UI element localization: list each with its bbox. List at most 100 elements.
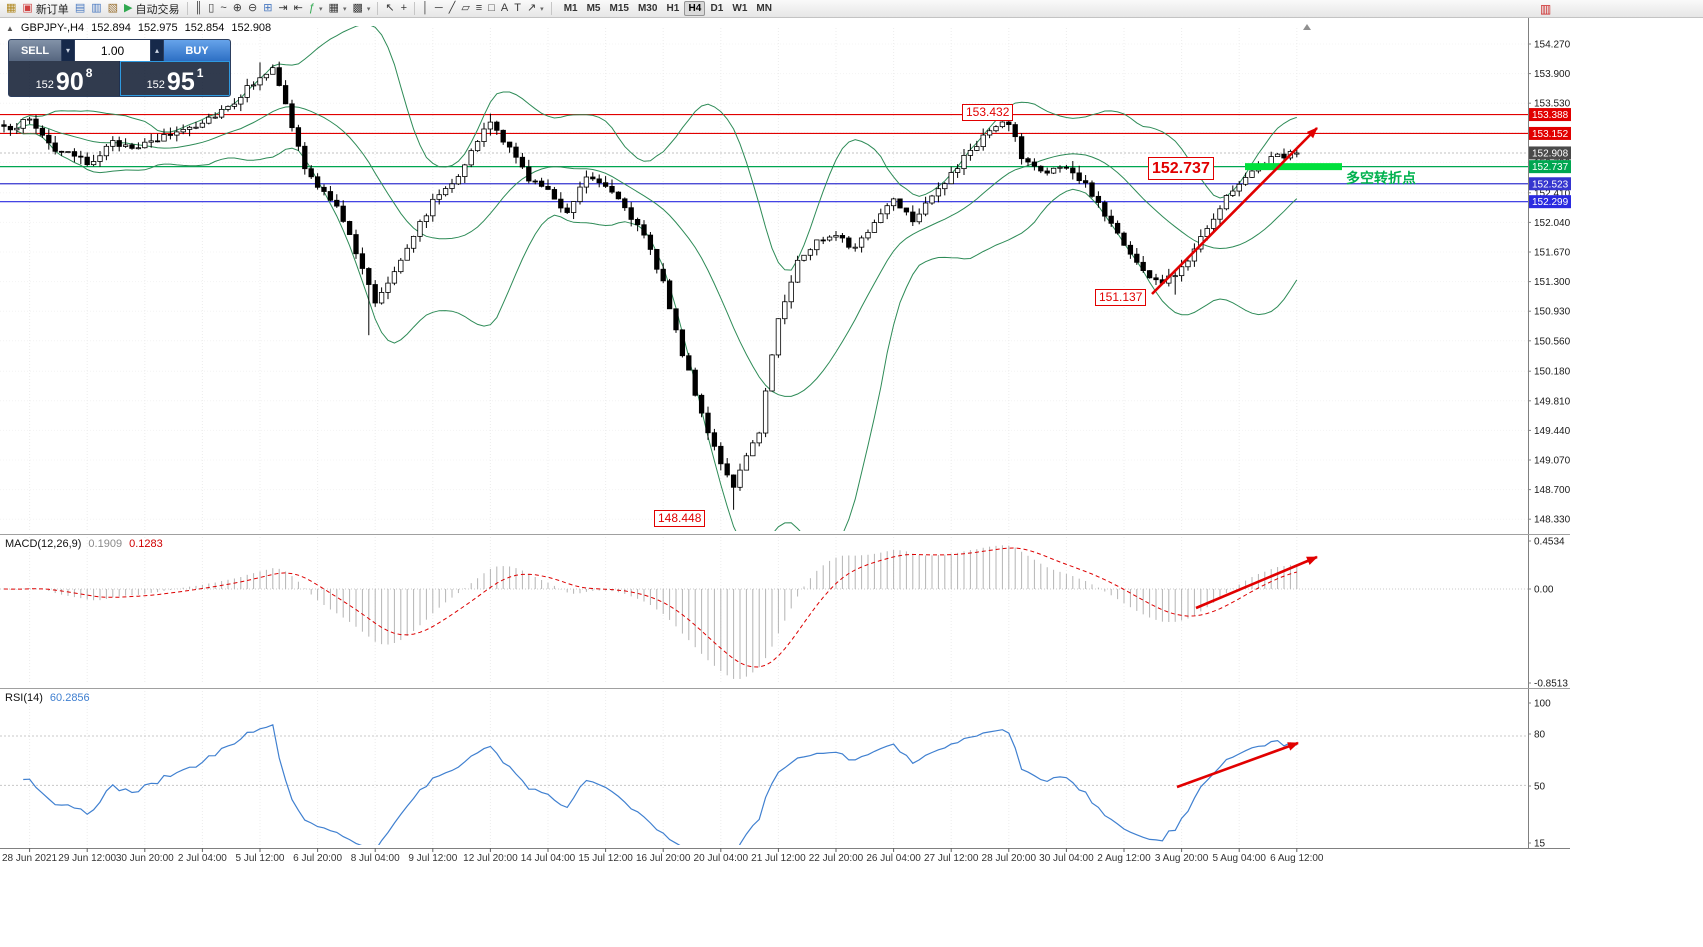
docked-chart-icon[interactable]: ▥: [1540, 1, 1552, 16]
chart-shift-icon: ⇤: [293, 2, 303, 14]
timeframe-mn-button[interactable]: MN: [756, 3, 772, 14]
new-order-button[interactable]: ▣ 新订单: [19, 1, 71, 16]
label-button[interactable]: T: [511, 1, 524, 16]
channel-button[interactable]: ▱: [458, 1, 472, 16]
buy-price-prefix: 152: [146, 79, 165, 91]
data-window-icon: ▥: [91, 2, 102, 14]
timeframe-m30-button[interactable]: M30: [637, 3, 658, 14]
bars-chart-type-button[interactable]: ║: [192, 1, 206, 16]
macd-main-value: 0.1909: [88, 538, 123, 550]
tile-windows-button[interactable]: ⊞: [260, 1, 275, 16]
price-callout-153432[interactable]: 153.432: [962, 104, 1014, 121]
svg-text:149.440: 149.440: [1534, 426, 1571, 437]
volume-decrease-button[interactable]: ▾: [61, 40, 75, 61]
sell-price-big: 90: [55, 67, 84, 96]
svg-text:8 Jul 04:00: 8 Jul 04:00: [351, 853, 400, 864]
cursor-button[interactable]: ↖: [382, 1, 397, 16]
trend-arrow-macd[interactable]: [1195, 555, 1318, 610]
svg-text:149.810: 149.810: [1534, 396, 1571, 407]
shapes-button[interactable]: □: [485, 1, 498, 16]
svg-text:12 Jul 20:00: 12 Jul 20:00: [463, 853, 518, 864]
line-chart-type-button[interactable]: ~: [217, 1, 229, 16]
chart-profiles-button[interactable]: ▤: [72, 1, 88, 16]
svg-text:9 Jul 12:00: 9 Jul 12:00: [408, 853, 457, 864]
timeframe-toolbar: M1 M5 M15 M30 H1 H4 D1 W1 MN: [560, 1, 776, 16]
charts-icon-button[interactable]: ▦: [3, 1, 19, 16]
svg-text:2 Aug 12:00: 2 Aug 12:00: [1097, 853, 1151, 864]
svg-text:21 Jul 12:00: 21 Jul 12:00: [751, 853, 806, 864]
zoom-in-button[interactable]: ⊕: [230, 1, 245, 16]
templates-button[interactable]: ▩ ▾: [349, 1, 373, 16]
svg-text:50: 50: [1534, 782, 1546, 793]
price-callout-152737[interactable]: 152.737: [1148, 157, 1214, 180]
arrows-button[interactable]: ↗ ▾: [524, 1, 547, 16]
timeframe-m5-button[interactable]: M5: [586, 3, 601, 14]
macd-header: MACD(12,26,9) 0.1909 0.1283: [5, 538, 163, 550]
price-axis[interactable]: 154.270153.900153.530153.160152.790152.4…: [1528, 18, 1571, 850]
crosshair-icon: +: [400, 2, 408, 14]
buy-price-big: 95: [166, 67, 195, 96]
rsi-value: 60.2856: [49, 692, 90, 704]
horizontal-line-button[interactable]: ─: [432, 1, 446, 16]
zoom-out-icon: ⊖: [248, 2, 258, 14]
navigator-icon: ▧: [107, 2, 119, 14]
macd-label: MACD(12,26,9): [5, 538, 82, 550]
candles-chart-type-icon: ▯: [208, 2, 215, 14]
svg-text:150.560: 150.560: [1534, 336, 1571, 347]
zoom-out-button[interactable]: ⊖: [245, 1, 260, 16]
svg-text:148.700: 148.700: [1534, 485, 1571, 496]
one-click-toggle-icon[interactable]: ▲: [6, 23, 14, 33]
toolbar-separator: [377, 2, 379, 15]
autotrade-button[interactable]: ▶ 自动交易: [121, 1, 182, 16]
timeframe-d1-button[interactable]: D1: [710, 3, 724, 14]
timeframe-m15-button[interactable]: M15: [609, 3, 629, 14]
turning-point-label[interactable]: 多空转折点: [1346, 170, 1416, 186]
svg-text:153.900: 153.900: [1534, 69, 1571, 80]
trend-arrow-rsi[interactable]: [1176, 741, 1299, 789]
text-button[interactable]: A: [498, 1, 511, 16]
buy-price[interactable]: 152 95 1: [120, 61, 230, 96]
svg-text:152.410: 152.410: [1534, 188, 1571, 199]
chart-shift-button[interactable]: ⇤: [291, 1, 306, 16]
timeframe-w1-button[interactable]: W1: [732, 3, 748, 14]
svg-text:30 Jul 04:00: 30 Jul 04:00: [1039, 853, 1094, 864]
volume-input[interactable]: [75, 40, 150, 61]
periods-button[interactable]: ▦ ▾: [326, 1, 350, 16]
price-callout-151137[interactable]: 151.137: [1095, 289, 1147, 306]
chart-shift-marker[interactable]: [1303, 24, 1311, 30]
autotrade-icon: ▶: [124, 2, 133, 14]
buy-button[interactable]: BUY: [164, 40, 230, 61]
trendline-button[interactable]: ╱: [446, 1, 459, 16]
timeframe-h4-button[interactable]: H4: [684, 1, 706, 16]
crosshair-button[interactable]: +: [398, 1, 410, 16]
indicators-button[interactable]: ƒ ▾: [306, 1, 326, 16]
data-window-button[interactable]: ▥: [88, 1, 104, 16]
candlesticks[interactable]: [1, 61, 1300, 510]
vertical-line-button[interactable]: │: [419, 1, 432, 16]
svg-text:30 Jun 20:00: 30 Jun 20:00: [116, 853, 174, 864]
buy-price-sup: 1: [196, 66, 204, 80]
timeframe-h1-button[interactable]: H1: [666, 3, 680, 14]
ohlc-open: 152.894: [91, 22, 131, 34]
svg-text:80: 80: [1534, 730, 1546, 741]
dropdown-arrow-icon: ▾: [540, 5, 544, 13]
shapes-icon: □: [488, 2, 495, 14]
sell-button[interactable]: SELL: [9, 40, 61, 61]
ohlc-low: 152.854: [184, 22, 225, 34]
chart-symbol: GBPJPY-,H4: [20, 22, 85, 34]
sell-price[interactable]: 152 90 8: [9, 61, 120, 96]
volume-increase-button[interactable]: ▴: [150, 40, 164, 61]
grid: [0, 28, 1528, 845]
trend-arrow-price[interactable]: [1151, 127, 1318, 295]
auto-scroll-button[interactable]: ⇥: [275, 1, 290, 16]
timeframe-m1-button[interactable]: M1: [563, 3, 578, 14]
fibonacci-button[interactable]: ≡: [473, 1, 485, 16]
label-icon: T: [514, 2, 521, 14]
price-callout-148448[interactable]: 148.448: [654, 510, 706, 527]
time-axis[interactable]: 28 Jun 2021 29 Jun 12:00 30 Jun 20:00 2 Jul…: [0, 848, 1570, 864]
ohlc-high: 152.975: [137, 22, 178, 34]
navigator-button[interactable]: ▧: [105, 1, 121, 16]
candles-chart-type-button[interactable]: ▯: [205, 1, 217, 16]
svg-text:2 Jul 04:00: 2 Jul 04:00: [178, 853, 227, 864]
